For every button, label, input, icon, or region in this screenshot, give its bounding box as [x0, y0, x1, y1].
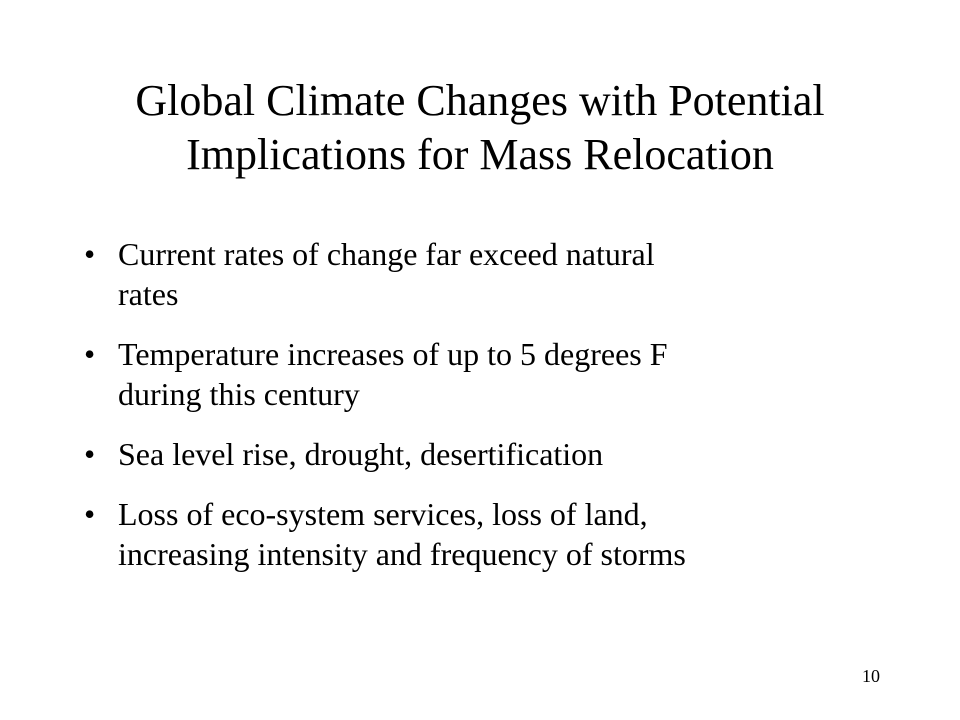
- bullet-dot-icon: •: [84, 336, 96, 372]
- bullet-dot-icon: •: [84, 496, 96, 532]
- bullet-item-eco-system: • Loss of eco-system services, loss of l…: [80, 494, 900, 574]
- bullet-item-sea-level: • Sea level rise, drought, desertificati…: [80, 434, 900, 474]
- bullet-item-temperature: • Temperature increases of up to 5 degre…: [80, 334, 900, 414]
- slide-title: Global Climate Changes with Potential Im…: [60, 74, 900, 182]
- bullet-text-line: rates: [118, 276, 179, 312]
- bullet-text-line: Current rates of change far exceed natur…: [118, 236, 655, 272]
- bullet-text-line: Temperature increases of up to 5 degrees…: [118, 336, 668, 372]
- bullet-dot-icon: •: [84, 236, 96, 272]
- bullet-text-line: Loss of eco-system services, loss of lan…: [118, 496, 648, 532]
- slide-title-line-1: Global Climate Changes with Potential: [135, 76, 825, 125]
- bullet-dot-icon: •: [84, 436, 96, 472]
- bullet-text-line: Sea level rise, drought, desertification: [118, 436, 604, 472]
- bullet-list: • Current rates of change far exceed nat…: [80, 234, 900, 594]
- bullet-text-line: increasing intensity and frequency of st…: [118, 536, 686, 572]
- bullet-text-line: during this century: [118, 376, 360, 412]
- slide-title-line-2: Implications for Mass Relocation: [186, 130, 774, 179]
- page-number: 10: [862, 666, 880, 686]
- bullet-item-current-rates: • Current rates of change far exceed nat…: [80, 234, 900, 314]
